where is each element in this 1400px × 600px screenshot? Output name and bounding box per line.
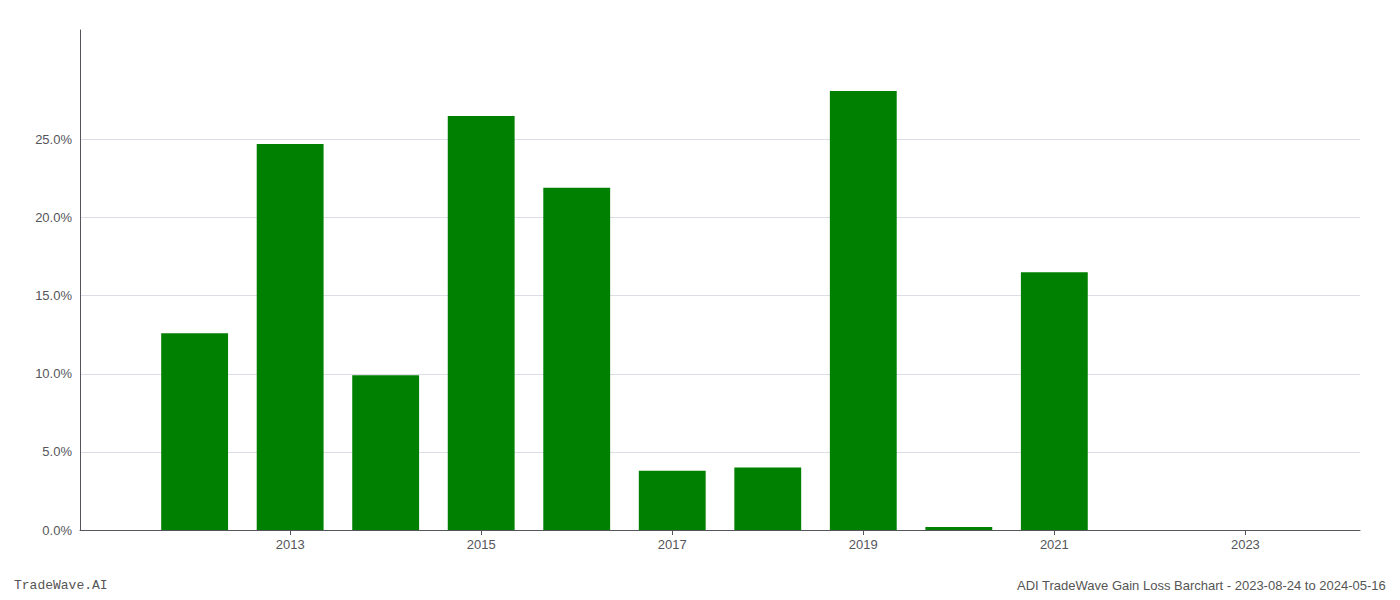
svg-text:0.0%: 0.0%: [42, 523, 72, 538]
svg-text:ADI TradeWave Gain Loss Barcha: ADI TradeWave Gain Loss Barchart - 2023-…: [1017, 578, 1386, 593]
svg-text:10.0%: 10.0%: [35, 366, 72, 381]
svg-text:20.0%: 20.0%: [35, 210, 72, 225]
svg-text:2015: 2015: [467, 537, 496, 552]
svg-text:2019: 2019: [849, 537, 878, 552]
svg-text:2013: 2013: [276, 537, 305, 552]
svg-text:2023: 2023: [1231, 537, 1260, 552]
svg-text:2017: 2017: [658, 537, 687, 552]
svg-text:TradeWave.AI: TradeWave.AI: [14, 578, 108, 593]
svg-text:15.0%: 15.0%: [35, 288, 72, 303]
svg-text:2021: 2021: [1040, 537, 1069, 552]
svg-text:25.0%: 25.0%: [35, 132, 72, 147]
svg-text:5.0%: 5.0%: [42, 444, 72, 459]
